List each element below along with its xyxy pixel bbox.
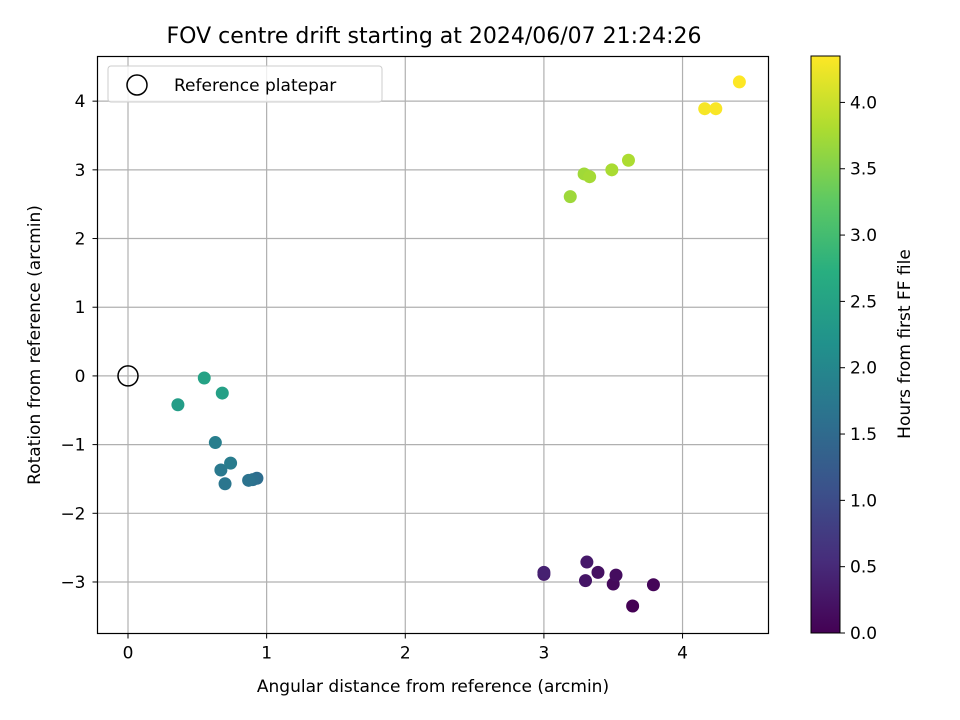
data-point [215, 386, 229, 400]
data-point [732, 75, 746, 89]
y-tick-label: 0 [75, 367, 86, 387]
data-point [208, 436, 222, 450]
legend-reference-marker [126, 74, 148, 96]
y-tick-label: −3 [60, 573, 85, 593]
x-tick-label: 2 [400, 644, 411, 664]
y-axis-ticks: −3 −2 −1 0 1 2 3 4 [60, 92, 98, 593]
x-axis-label: Angular distance from reference (arcmin) [257, 677, 609, 697]
data-point [171, 398, 185, 412]
legend-box [107, 65, 383, 103]
data-point [646, 578, 660, 592]
data-point [563, 190, 577, 204]
y-tick-label: 4 [75, 92, 86, 112]
data-point [626, 599, 640, 613]
colorbar-tick-label: 4.0 [850, 93, 877, 113]
colorbar-tick-label: 0.0 [850, 624, 877, 644]
colorbar: 0.0 0.5 1.0 1.5 2.0 2.5 3.0 3.5 4.0 Hours from f… [810, 55, 915, 644]
data-point [537, 565, 551, 579]
data-point [709, 102, 723, 116]
y-tick-label: 1 [75, 298, 86, 318]
data-point [224, 456, 238, 470]
colorbar-tick-label: 3.0 [850, 226, 877, 246]
chart-title: FOV centre drift starting at 2024/06/07 … [167, 24, 702, 49]
data-point [698, 102, 712, 116]
colorbar-tick-label: 3.5 [850, 160, 877, 180]
x-tick-label: 0 [123, 644, 134, 664]
x-tick-label: 4 [677, 644, 688, 664]
data-point [197, 371, 211, 385]
legend: Reference platepar [107, 65, 383, 103]
data-point [579, 574, 592, 588]
data-point [214, 463, 228, 477]
reference-marker-layer [117, 365, 139, 387]
y-tick-label: 3 [75, 161, 86, 181]
y-tick-label: −2 [60, 504, 85, 524]
reference-platepar-marker [117, 365, 139, 387]
legend-label-reference: Reference platepar [174, 76, 336, 96]
y-axis-label: Rotation from reference (arcmin) [25, 205, 45, 485]
data-point [583, 170, 597, 184]
colorbar-label: Hours from first FF file [895, 249, 915, 439]
colorbar-tick-label: 1.5 [850, 425, 877, 445]
plot-frame [96, 55, 770, 635]
y-tick-label: −1 [60, 436, 85, 456]
data-point [218, 477, 232, 491]
colorbar-tick-label: 0.5 [850, 558, 877, 578]
colorbar-ticks: 0.0 0.5 1.0 1.5 2.0 2.5 3.0 3.5 4.0 [840, 93, 877, 644]
x-tick-label: 3 [538, 644, 549, 664]
y-tick-label: 2 [75, 230, 86, 250]
data-points [171, 75, 746, 613]
data-point [605, 163, 619, 177]
data-point [609, 568, 623, 582]
x-tick-label: 1 [261, 644, 272, 664]
colorbar-gradient [810, 55, 841, 634]
data-point [580, 555, 594, 569]
data-point [621, 153, 635, 167]
data-point [591, 565, 605, 579]
colorbar-tick-label: 2.0 [850, 359, 877, 379]
colorbar-tick-label: 1.0 [850, 491, 877, 511]
grid-lines [97, 56, 769, 634]
plot-area: 0 1 2 3 4 −3 −2 −1 0 1 2 3 4 [60, 55, 770, 664]
colorbar-tick-label: 2.5 [850, 292, 877, 312]
data-point [242, 473, 256, 487]
x-axis-ticks: 0 1 2 3 4 [123, 633, 688, 664]
